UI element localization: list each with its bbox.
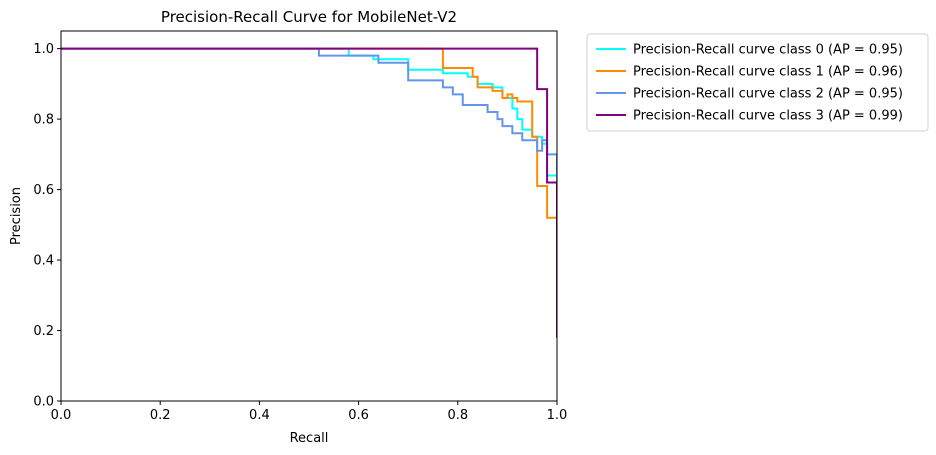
- plot-area-frame: [60, 30, 558, 402]
- y-tick-label: 0.0: [33, 395, 54, 410]
- y-tick-label: 0.2: [33, 324, 54, 339]
- series-line-class-3: [61, 47, 557, 338]
- legend-label-class-1: Precision-Recall curve class 1 (AP = 0.9…: [633, 65, 903, 80]
- y-axis: 0.0 0.2 0.4 0.6 0.8 1.0: [33, 42, 61, 410]
- chart-title: Precision-Recall Curve for MobileNet-V2: [161, 8, 457, 26]
- y-tick-label: 0.4: [33, 254, 54, 269]
- legend-label-class-2: Precision-Recall curve class 2 (AP = 0.9…: [633, 87, 903, 102]
- series-line-class-1: [61, 47, 557, 338]
- y-axis-label: Precision: [9, 187, 24, 245]
- y-tick-label: 0.6: [33, 183, 54, 198]
- x-tick-label: 0.8: [447, 408, 468, 423]
- x-tick-label: 0.4: [249, 408, 270, 423]
- y-tick-label: 1.0: [33, 42, 54, 57]
- x-axis-label: Recall: [290, 431, 329, 446]
- series-line-class-2: [61, 47, 557, 338]
- series-line-class-0: [61, 47, 557, 313]
- y-tick-label: 0.8: [33, 113, 54, 128]
- legend-label-class-3: Precision-Recall curve class 3 (AP = 0.9…: [633, 109, 903, 124]
- legend: Precision-Recall curve class 0 (AP = 0.9…: [586, 33, 929, 132]
- x-axis: 0.0 0.2 0.4 0.6 0.8 1.0: [51, 401, 568, 423]
- series-layer: [61, 47, 557, 338]
- x-tick-label: 0.0: [51, 408, 72, 423]
- x-tick-label: 0.2: [150, 408, 171, 423]
- legend-label-class-0: Precision-Recall curve class 0 (AP = 0.9…: [633, 43, 903, 58]
- x-tick-label: 0.6: [348, 408, 369, 423]
- legend-box: [586, 33, 929, 132]
- x-tick-label: 1.0: [547, 408, 568, 423]
